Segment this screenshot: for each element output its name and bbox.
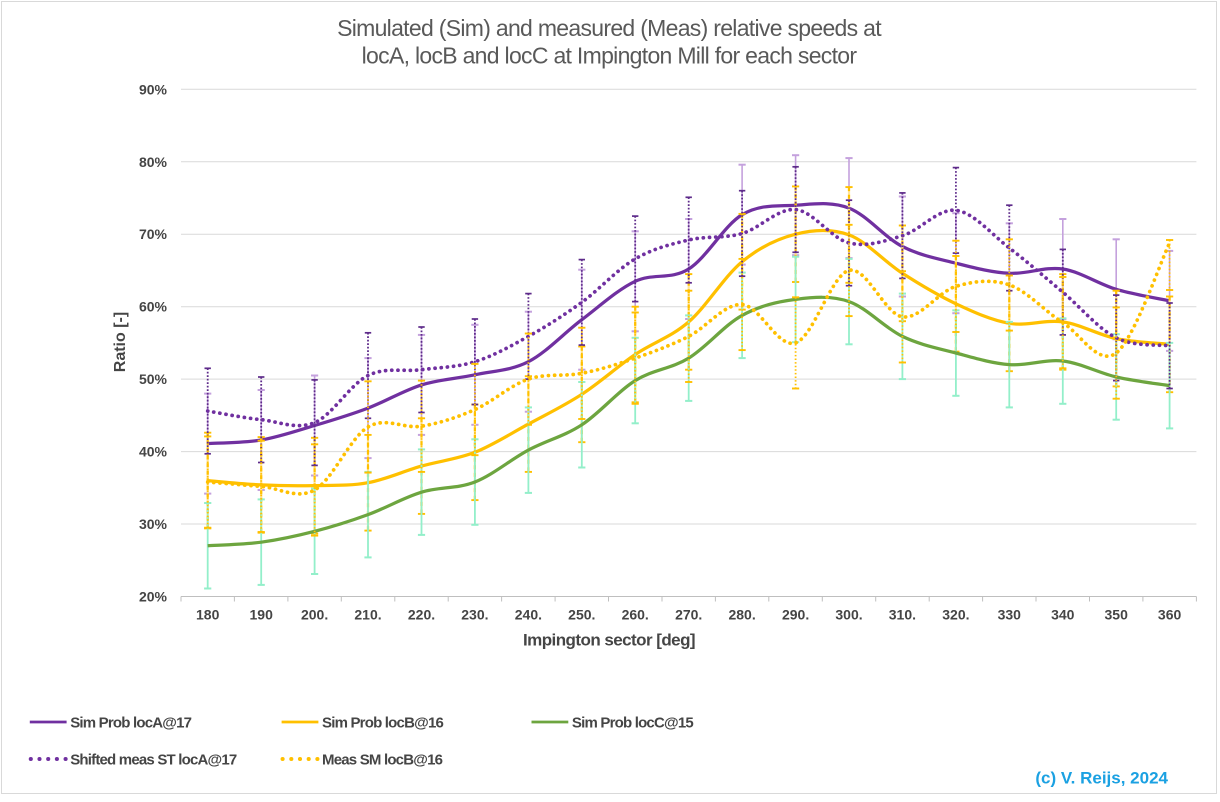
svg-text:210.: 210. xyxy=(354,607,381,623)
svg-text:360: 360 xyxy=(1158,607,1182,623)
svg-text:280.: 280. xyxy=(728,607,755,623)
svg-text:250.: 250. xyxy=(568,607,595,623)
svg-text:Simulated (Sim) and measured (: Simulated (Sim) and measured (Meas) rela… xyxy=(337,15,882,41)
svg-text:50%: 50% xyxy=(139,371,168,387)
svg-text:320.: 320. xyxy=(942,607,969,623)
svg-text:300.: 300. xyxy=(835,607,862,623)
svg-text:260.: 260. xyxy=(622,607,649,623)
svg-text:330: 330 xyxy=(998,607,1022,623)
svg-text:locA, locB and locC at Impingt: locA, locB and locC at Impington Mill fo… xyxy=(362,42,858,68)
svg-text:60%: 60% xyxy=(139,299,168,315)
svg-text:350: 350 xyxy=(1105,607,1129,623)
svg-text:80%: 80% xyxy=(139,154,168,170)
svg-text:200.: 200. xyxy=(301,607,328,623)
svg-text:20%: 20% xyxy=(139,589,168,605)
svg-text:240.: 240. xyxy=(515,607,542,623)
svg-text:Sim Prob locB@16: Sim Prob locB@16 xyxy=(322,715,443,732)
svg-text:310.: 310. xyxy=(889,607,916,623)
svg-text:Impington sector [deg]: Impington sector [deg] xyxy=(523,631,695,650)
svg-text:40%: 40% xyxy=(139,444,168,460)
svg-text:(c) V. Reijs, 2024: (c) V. Reijs, 2024 xyxy=(1035,769,1168,788)
svg-text:270.: 270. xyxy=(675,607,702,623)
svg-text:180: 180 xyxy=(196,607,220,623)
svg-text:Shifted meas ST locA@17: Shifted meas ST locA@17 xyxy=(70,752,237,769)
svg-text:340: 340 xyxy=(1051,607,1075,623)
svg-text:Ratio [-]: Ratio [-] xyxy=(112,312,129,372)
svg-text:70%: 70% xyxy=(139,226,168,242)
svg-text:90%: 90% xyxy=(139,81,168,97)
svg-text:Sim Prob locC@15: Sim Prob locC@15 xyxy=(572,715,693,732)
svg-text:220.: 220. xyxy=(408,607,435,623)
svg-text:Meas SM locB@16: Meas SM locB@16 xyxy=(322,752,443,769)
svg-text:30%: 30% xyxy=(139,516,168,532)
svg-text:Sim Prob locA@17: Sim Prob locA@17 xyxy=(70,715,191,732)
svg-text:290.: 290. xyxy=(782,607,809,623)
svg-text:190: 190 xyxy=(250,607,274,623)
svg-text:230.: 230. xyxy=(461,607,488,623)
